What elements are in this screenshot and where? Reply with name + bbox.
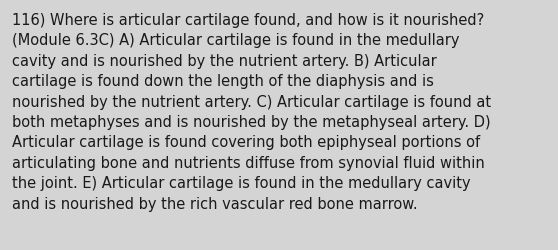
Text: 116) Where is articular cartilage found, and how is it nourished?
(Module 6.3C) : 116) Where is articular cartilage found,… xyxy=(12,13,491,211)
